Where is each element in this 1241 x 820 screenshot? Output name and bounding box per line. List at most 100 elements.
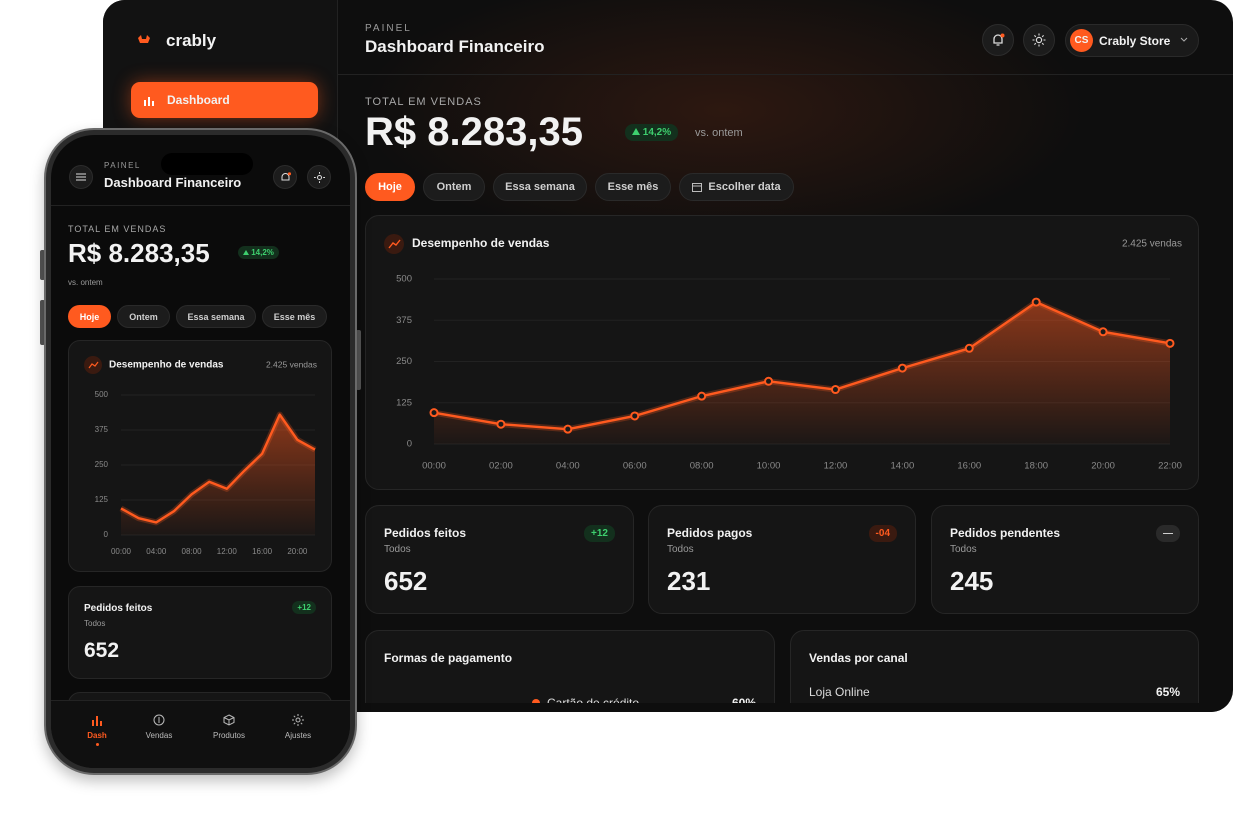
phone-button	[40, 300, 45, 345]
point	[897, 363, 907, 373]
stat-change: +12	[292, 601, 316, 614]
chart-title: Desempenho de vendas	[412, 236, 550, 250]
compare-label: vs. ontem	[695, 127, 743, 139]
change-badge: 14,2%	[238, 246, 279, 259]
filter-week[interactable]: Essa semana	[493, 173, 587, 201]
bottom-nav: Dash Vendas Produtos Ajustes	[51, 700, 350, 768]
user-name: Crably Store	[1099, 34, 1171, 48]
user-menu[interactable]: CS Crably Store	[1065, 24, 1199, 57]
eyebrow: PAINEL	[104, 161, 141, 170]
y-tick-label: 500	[396, 274, 412, 285]
page-title: Dashboard Financeiro	[365, 37, 545, 56]
nav-icon	[223, 714, 235, 726]
chart-icon-line	[88, 361, 99, 369]
nav-settings[interactable]: Ajustes	[273, 713, 323, 740]
filter-today[interactable]: Hoje	[68, 305, 111, 328]
theme-button[interactable]	[1023, 24, 1055, 56]
stat-value: 652	[84, 639, 120, 662]
chart-subtitle: 2.425 vendas	[266, 359, 317, 369]
stat-change: —	[1156, 525, 1180, 542]
x-tick-label: 12:00	[824, 461, 848, 472]
x-tick-label: 04:00	[146, 547, 167, 556]
nav-label: Vendas	[145, 731, 173, 740]
notification-button[interactable]	[982, 24, 1014, 56]
filter-bar: Hoje Ontem Essa semana Esse mês	[68, 305, 327, 328]
payments-card: Formas de pagamento Cartão de crédito 60…	[365, 630, 775, 712]
x-tick-label: 08:00	[690, 461, 714, 472]
change-value: 14,2%	[642, 127, 672, 138]
stat-value: 652	[384, 566, 428, 596]
nav-icon	[153, 714, 165, 726]
x-tick-label: 00:00	[422, 461, 446, 472]
avatar: CS	[1070, 29, 1093, 52]
bell-icon	[993, 33, 1005, 46]
sales-chart-card: Desempenho de vendas 2.425 vendas 0 125 25…	[68, 340, 332, 572]
panel-title: Vendas por canal	[809, 651, 908, 665]
stat-card: Pedidos feitos Todos 652 +12	[365, 505, 634, 614]
channel-name: Loja Online	[809, 685, 870, 699]
desktop-window: crably Dashboard PAINEL Dashboard Financ…	[103, 0, 1233, 712]
x-tick-label: 20:00	[1091, 461, 1115, 472]
x-tick-label: 08:00	[182, 547, 203, 556]
y-tick-label: 0	[104, 530, 109, 539]
menu-button[interactable]	[69, 165, 93, 189]
stat-scope: Todos	[667, 544, 694, 555]
nav-dash[interactable]: Dash	[77, 713, 117, 753]
x-tick-label: 20:00	[287, 547, 308, 556]
channels-card: Vendas por canal Loja Online 65%	[790, 630, 1199, 712]
nav-label: Produtos	[212, 731, 246, 740]
theme-button[interactable]	[307, 165, 331, 189]
filter-date[interactable]: Escolher data	[679, 173, 794, 201]
y-tick-label: 125	[95, 495, 109, 504]
filter-week[interactable]: Essa semana	[176, 305, 256, 328]
stat-value: 245	[950, 566, 994, 596]
filter-bar: Hoje Ontem Essa semana Esse mês Escolher…	[365, 173, 794, 201]
menu-icon	[76, 173, 86, 181]
nav-label: Dashboard	[167, 93, 230, 107]
stat-scope: Todos	[384, 544, 411, 555]
point	[1031, 297, 1041, 307]
nav-label: Dash	[87, 731, 107, 740]
phone-screen: PAINEL Dashboard Financeiro TOTAL EM VEN…	[51, 135, 350, 768]
bell-icon	[281, 171, 291, 180]
filter-today[interactable]: Hoje	[365, 173, 415, 201]
point	[496, 419, 506, 429]
nav-sales[interactable]: Vendas	[134, 713, 184, 740]
sun-icon	[1032, 33, 1046, 47]
sales-chart: Desempenho de vendas 2.425 vendas 0 125 25…	[84, 356, 317, 556]
filter-month[interactable]: Esse mês	[595, 173, 671, 201]
phone-button	[356, 330, 361, 390]
x-tick-label: 12:00	[217, 547, 238, 556]
filter-date-label: Escolher data	[708, 181, 781, 193]
x-tick-label: 18:00	[1024, 461, 1048, 472]
brand: crably	[166, 31, 217, 50]
nav-dashboard[interactable]: Dashboard	[131, 82, 318, 118]
x-tick-label: 02:00	[489, 461, 513, 472]
filter-yesterday[interactable]: Ontem	[423, 173, 485, 201]
point	[764, 376, 774, 386]
filter-month[interactable]: Esse mês	[262, 305, 327, 328]
nav-products[interactable]: Produtos	[199, 713, 259, 740]
window-bottom	[337, 703, 1233, 712]
up-arrow	[243, 250, 249, 255]
x-tick-label: 16:00	[957, 461, 981, 472]
filter-yesterday[interactable]: Ontem	[117, 305, 170, 328]
nav-active-dot	[95, 743, 99, 746]
x-tick-label: 22:00	[1158, 461, 1182, 472]
nav-icon	[92, 716, 102, 726]
notification-button[interactable]	[273, 165, 297, 189]
header-divider	[337, 74, 1233, 75]
chart-subtitle: 2.425 vendas	[1122, 239, 1182, 250]
header-divider	[51, 205, 350, 206]
eyebrow: PAINEL	[365, 23, 412, 34]
stat-title: Pedidos pendentes	[950, 526, 1061, 540]
stat-title: Pedidos feitos	[384, 526, 467, 540]
x-tick-label: 06:00	[623, 461, 647, 472]
total-amount: R$ 8.283,35	[68, 238, 210, 268]
area	[434, 302, 1170, 444]
stat-change: +12	[584, 525, 615, 542]
point	[1165, 338, 1175, 348]
channel-share: 65%	[1155, 685, 1180, 699]
x-tick-label: 14:00	[890, 461, 914, 472]
